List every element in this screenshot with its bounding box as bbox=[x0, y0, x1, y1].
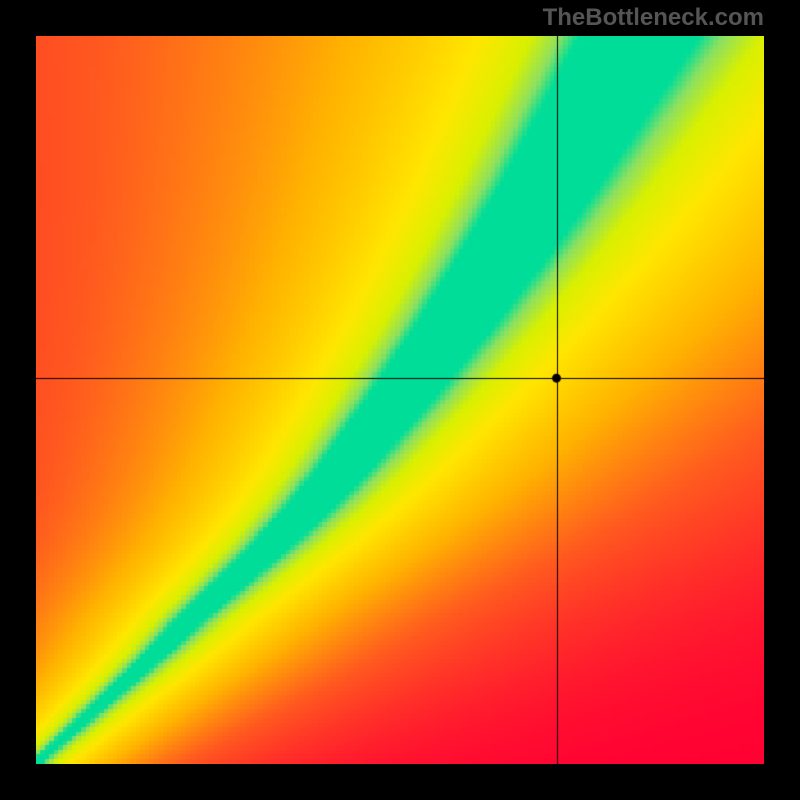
chart-container: TheBottleneck.com bbox=[0, 0, 800, 800]
watermark-text: TheBottleneck.com bbox=[543, 4, 764, 32]
crosshair-overlay bbox=[36, 36, 764, 764]
